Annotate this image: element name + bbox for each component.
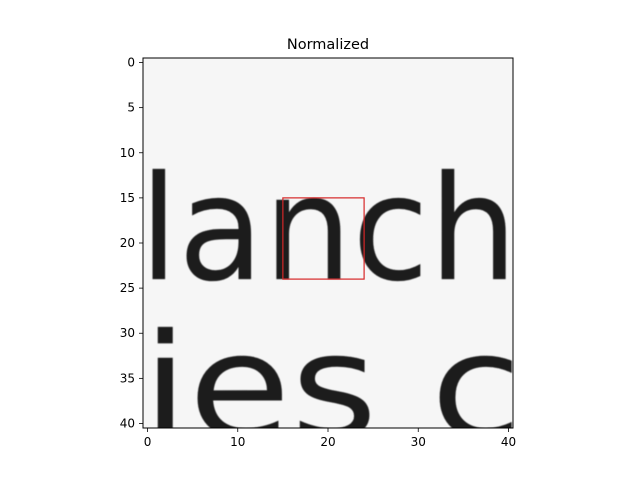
- x-tick-label: 0: [144, 435, 152, 449]
- chart-title: Normalized: [287, 37, 369, 53]
- x-axis: 0 10 20 30 40: [144, 428, 516, 449]
- y-tick-label: 20: [120, 236, 135, 250]
- x-tick-label: 20: [320, 435, 335, 449]
- y-tick-label: 30: [120, 326, 135, 340]
- image-content: lanch ies c: [139, 145, 522, 472]
- y-tick-label: 5: [127, 101, 135, 115]
- highlight-box: [282, 197, 365, 280]
- image-background: [143, 58, 513, 428]
- y-tick-label: 35: [120, 371, 135, 385]
- x-tick-label: 30: [411, 435, 426, 449]
- y-tick-label: 10: [120, 146, 135, 160]
- y-axis: 0 5 10 15 20 25 30 35 40: [120, 56, 143, 430]
- image-text-line1: lanch: [139, 145, 517, 314]
- y-tick-label: 25: [120, 281, 135, 295]
- x-tick-label: 10: [230, 435, 245, 449]
- x-tick-label: 40: [501, 435, 516, 449]
- y-tick-label: 0: [127, 56, 135, 70]
- image-text-line2: ies c: [142, 303, 522, 472]
- y-tick-label: 40: [120, 416, 135, 430]
- y-tick-label: 15: [120, 191, 135, 205]
- plot-area: lanch ies c: [139, 57, 522, 472]
